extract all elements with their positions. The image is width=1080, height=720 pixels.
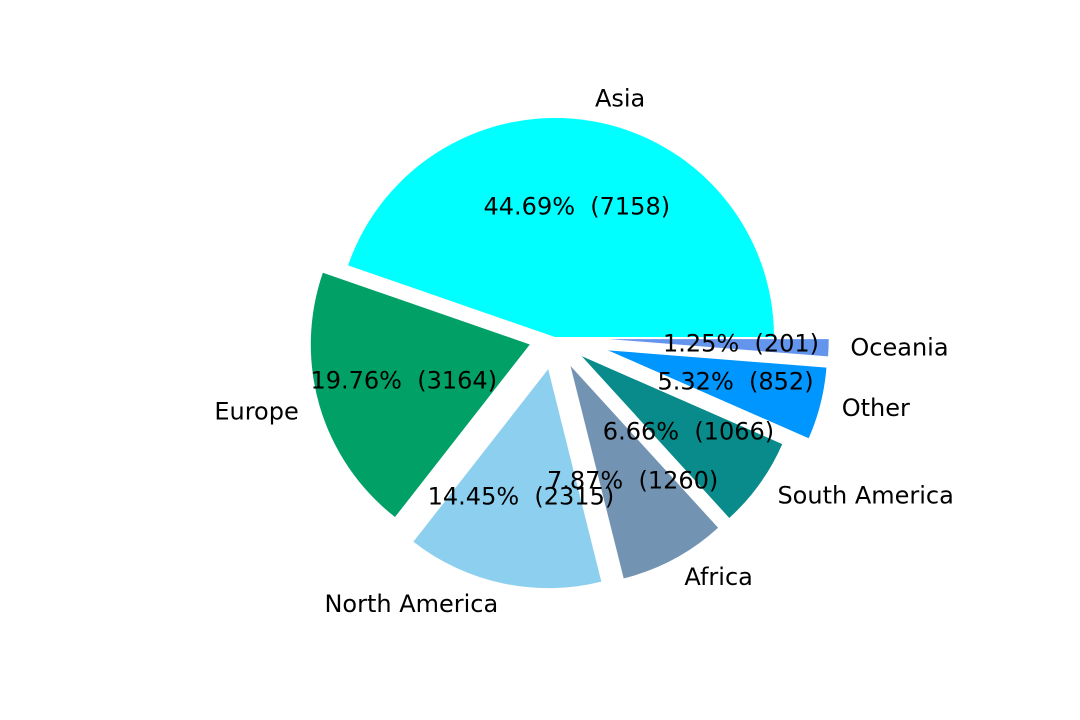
slice-label-other: Other: [842, 394, 910, 422]
slice-percent-north-america: 14.45%: [428, 483, 520, 511]
slice-label-oceania: Oceania: [850, 334, 948, 362]
slice-value-label-oceania: 1.25% (201): [663, 329, 819, 357]
slice-value-label-north-america: 14.45% (2315): [428, 483, 615, 511]
slice-label-south-america: South America: [777, 482, 953, 510]
slice-value-label-other: 5.32% (852): [658, 367, 814, 395]
slice-value-label-europe: 19.76% (3164): [310, 367, 497, 395]
slice-value-label-africa: 7.87% (1260): [547, 467, 718, 495]
slice-percent-oceania: 1.25%: [663, 329, 739, 357]
slice-count-south-america: (1066): [694, 418, 774, 446]
slice-percent-other: 5.32%: [658, 367, 734, 395]
slice-percent-africa: 7.87%: [547, 467, 623, 495]
slices-layer: [310, 118, 829, 589]
pie-slice-south-america: [581, 356, 783, 518]
slice-label-europe: Europe: [214, 398, 298, 426]
labels-layer: Asia 44.69% (7158) Europe 19.76% (3164) Nort…: [214, 84, 953, 617]
pie-slice-other: [608, 350, 827, 439]
pie-slice-africa: [570, 365, 719, 579]
slice-count-europe: (3164): [417, 367, 497, 395]
slice-count-other: (852): [749, 367, 814, 395]
slice-percent-asia: 44.69%: [484, 192, 576, 220]
slice-percent-south-america: 6.66%: [603, 418, 679, 446]
slice-label-north-america: North America: [324, 590, 498, 618]
pie-slice-north-america: [413, 369, 602, 589]
slice-percent-europe: 19.76%: [310, 367, 402, 395]
slice-value-label-south-america: 6.66% (1066): [603, 418, 774, 446]
slice-count-asia: (7158): [590, 192, 670, 220]
slice-count-oceania: (201): [754, 329, 819, 357]
pie-slice-oceania: [609, 339, 829, 357]
pie-slice-asia: [348, 118, 774, 337]
slice-label-asia: Asia: [595, 84, 645, 112]
slice-value-label-asia: 44.69% (7158): [484, 192, 671, 220]
slice-label-africa: Africa: [684, 563, 752, 591]
slice-count-africa: (1260): [638, 467, 718, 495]
slice-count-north-america: (2315): [534, 483, 614, 511]
pie-slice-europe: [310, 272, 530, 518]
